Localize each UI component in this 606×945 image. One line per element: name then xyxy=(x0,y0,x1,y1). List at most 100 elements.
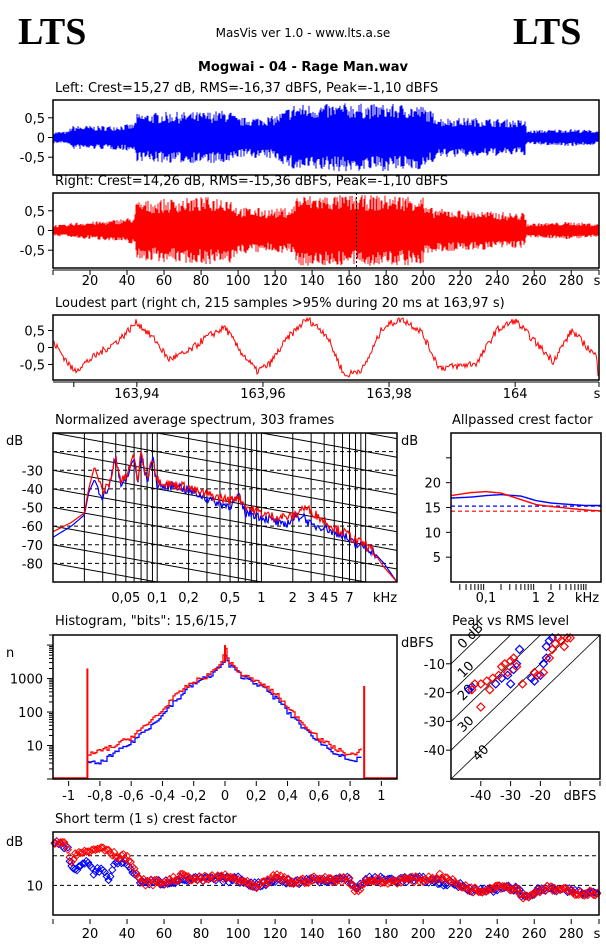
peak-rms-point-left xyxy=(514,644,525,655)
peak-rms-ytick-label: -10 xyxy=(424,658,445,673)
short-crest-point-right xyxy=(172,876,182,886)
short-crest-point-left xyxy=(439,881,448,890)
peak-rms-crest-line xyxy=(451,635,541,722)
right-waveform xyxy=(53,193,599,268)
peak-rms-point-right xyxy=(493,670,504,681)
allpass-xtick-label: 0,1 xyxy=(476,591,497,606)
right-waveform-xtick-label: s xyxy=(594,274,601,289)
short-crest-point-right xyxy=(341,874,350,884)
short-crest-point-left xyxy=(109,860,119,869)
allpass-ytick-label: 15 xyxy=(424,502,441,517)
peak-rms-point-right xyxy=(508,653,519,663)
short-crest-xtick-label: 200 xyxy=(411,927,436,942)
spectrum-slope-line xyxy=(53,525,369,582)
short-crest-point-right xyxy=(372,874,382,883)
allpass-xtick-label: 2 xyxy=(547,591,555,606)
allpass-title: Allpassed crest factor xyxy=(452,413,593,428)
short-crest-point-right xyxy=(346,880,356,890)
short-crest-point-right xyxy=(376,878,385,888)
peak-rms-point-right xyxy=(475,702,486,712)
spectrum-slope-line xyxy=(154,433,397,477)
short-crest-point-right xyxy=(433,875,443,884)
short-crest-point-right xyxy=(544,884,554,893)
short-crest-point-right xyxy=(480,886,489,896)
short-crest-point-left xyxy=(433,879,443,889)
spectrum-title: Normalized average spectrum, 303 frames xyxy=(55,413,335,428)
short-crest-point-left xyxy=(106,872,115,881)
short-crest-point-left xyxy=(102,872,111,881)
peak-rms-point-left xyxy=(529,676,540,686)
peak-rms-ytick-label: -20 xyxy=(424,687,445,702)
left-waveform-title: Left: Crest=15,27 dB, RMS=-16,37 dBFS, P… xyxy=(55,81,439,96)
loudest-signal xyxy=(53,316,599,378)
short-crest-point-right xyxy=(515,889,524,899)
spectrum-ylabel: dB xyxy=(6,434,23,449)
short-crest-point-right xyxy=(98,843,108,852)
left-waveform-ytick-label: 0 xyxy=(37,132,45,147)
spectrum-slope-line xyxy=(53,544,265,582)
short-crest-point-right xyxy=(259,876,269,886)
short-crest-point-right xyxy=(156,879,165,888)
histogram-xtick-label: -0,2 xyxy=(181,789,206,804)
short-crest-point-right xyxy=(67,857,76,867)
histogram-ytick-label: 100 xyxy=(18,706,43,721)
loudest-ytick-label: -0,5 xyxy=(20,358,45,373)
spectrum-ytick-label: -80 xyxy=(22,557,43,572)
short-crest-point-right xyxy=(269,870,278,880)
right-waveform-xtick-label: 60 xyxy=(156,274,173,289)
short-crest-point-right xyxy=(348,880,358,889)
short-crest-xtick-label: s xyxy=(594,927,601,942)
logo-left: LTS xyxy=(18,11,87,53)
spectrum-xtick-label: 4 xyxy=(320,591,328,606)
histogram-xtick-label: 0,8 xyxy=(340,789,361,804)
peak-rms-xtick-label: -30 xyxy=(500,789,521,804)
short-crest-point-right xyxy=(378,878,387,887)
right-waveform-xtick-label: 200 xyxy=(411,274,436,289)
peak-rms-point-right xyxy=(538,667,549,678)
peak-rms-crest-line xyxy=(451,635,482,665)
short-crest-point-right xyxy=(357,880,367,889)
peak-rms-crest-line xyxy=(451,635,571,751)
short-crest-point-right xyxy=(356,885,365,894)
peak-rms-point-right xyxy=(484,684,495,695)
short-crest-point-right xyxy=(143,876,152,886)
short-crest-point-right xyxy=(267,874,276,883)
spectrum-slope-line xyxy=(53,451,397,514)
short-crest-point-right xyxy=(207,871,217,880)
short-crest-point-right xyxy=(69,855,78,864)
short-crest-point-right xyxy=(289,879,298,888)
histogram-title: Histogram, "bits": 15,6/15,7 xyxy=(55,614,238,629)
left-waveform-ytick-label: -0,5 xyxy=(20,151,45,166)
short-crest-point-right xyxy=(443,873,452,882)
short-crest-xtick-label: 260 xyxy=(522,927,547,942)
short-crest-point-right xyxy=(570,890,580,900)
histogram-xtick-label: -0,4 xyxy=(150,789,175,804)
histogram-xtick-label: 0 xyxy=(221,789,229,804)
spectrum-slope-line xyxy=(362,433,397,440)
peak-rms-diagonal-label: 10 xyxy=(455,659,477,681)
short-crest-point-right xyxy=(381,876,391,885)
short-crest-point-right xyxy=(418,877,428,887)
short-crest-point-right xyxy=(557,884,567,894)
short-crest-point-left xyxy=(80,859,89,868)
peak-rms-diagonal-label: 40 xyxy=(470,742,492,764)
peak-rms-point-right xyxy=(502,667,513,678)
loudest-xtick-label: 164 xyxy=(503,387,528,402)
allpass-ylabel: dB xyxy=(401,434,418,449)
peak-rms-point-right xyxy=(505,656,516,666)
histogram-xtick-label: -0,6 xyxy=(118,789,143,804)
peak-rms-title: Peak vs RMS level xyxy=(452,614,570,629)
short-crest-xtick-label: 40 xyxy=(119,927,136,942)
short-crest-point-left xyxy=(457,882,467,891)
short-crest-point-left xyxy=(89,870,98,879)
peak-rms-point-right xyxy=(544,653,555,663)
short-crest-xtick-label: 100 xyxy=(226,927,251,942)
right-waveform-xtick-label: 20 xyxy=(82,274,99,289)
short-crest-point-left xyxy=(76,861,85,870)
short-crest-point-right xyxy=(511,883,520,893)
loudest-ytick-label: 0,5 xyxy=(24,325,45,340)
peak-rms-ytick-label: -30 xyxy=(424,715,445,730)
short-crest-point-right xyxy=(333,875,343,885)
short-crest-point-right xyxy=(206,872,215,881)
short-crest-point-right xyxy=(202,874,211,883)
